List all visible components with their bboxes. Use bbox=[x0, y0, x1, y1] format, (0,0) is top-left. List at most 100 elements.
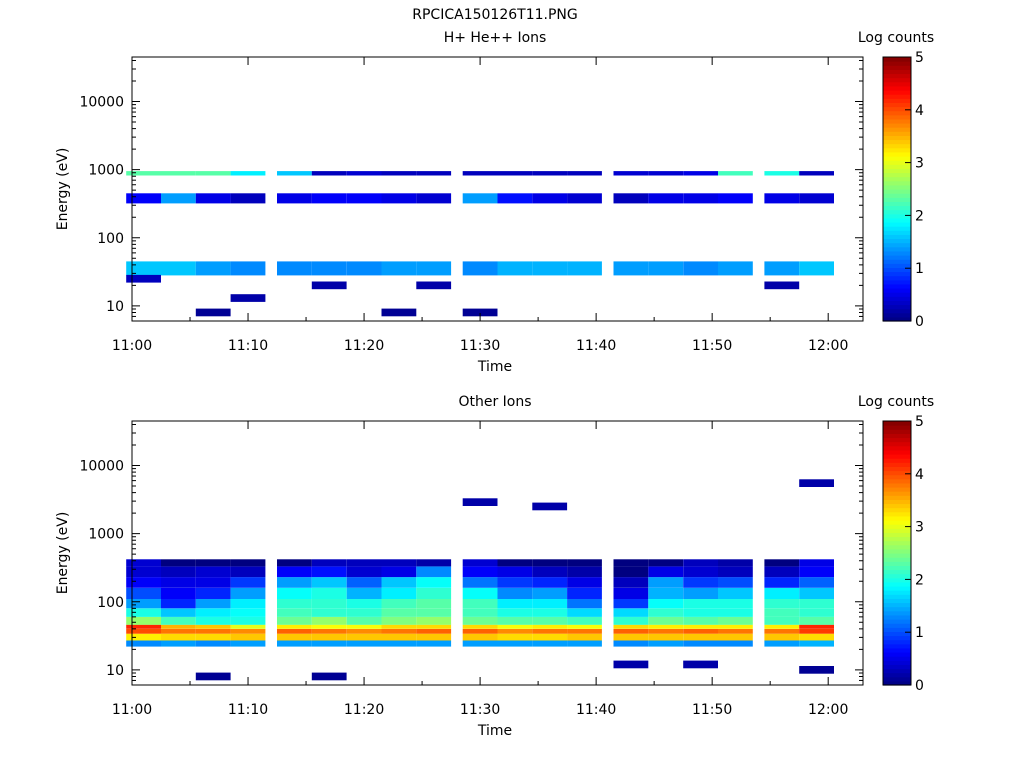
heatmap-cell bbox=[195, 598, 231, 609]
colorbar-swatch bbox=[883, 242, 911, 248]
heatmap-hit bbox=[311, 281, 347, 290]
heatmap-cell bbox=[532, 587, 568, 599]
heatmap-cell bbox=[497, 624, 533, 629]
x-tick-label: 11:10 bbox=[228, 702, 268, 718]
heatmap-cell bbox=[161, 608, 196, 617]
heatmap-cell bbox=[195, 587, 231, 599]
heatmap-cell bbox=[532, 640, 568, 647]
heatmap-cell bbox=[567, 261, 602, 276]
heatmap-cell bbox=[718, 193, 753, 204]
heatmap-cell bbox=[126, 598, 161, 609]
heatmap-cell bbox=[311, 640, 347, 647]
x-axis-label: Time bbox=[477, 359, 512, 375]
heatmap-cell bbox=[497, 171, 533, 176]
colorbar-swatch bbox=[883, 487, 911, 492]
colorbar-swatch bbox=[883, 528, 911, 533]
colorbar-swatch bbox=[883, 536, 911, 542]
heatmap-cell bbox=[277, 171, 312, 176]
colorbar-swatch bbox=[883, 230, 911, 235]
heatmap-cell bbox=[126, 608, 161, 617]
colorbar-swatch bbox=[883, 246, 911, 252]
heatmap-cell bbox=[683, 171, 718, 176]
heatmap-cell bbox=[764, 193, 800, 204]
heatmap-cell bbox=[381, 559, 417, 567]
heatmap-cell bbox=[683, 261, 718, 276]
heatmap-cell bbox=[567, 628, 602, 634]
heatmap-cell bbox=[718, 261, 753, 276]
heatmap-cell bbox=[416, 640, 452, 647]
colorbar-tick-label: 3 bbox=[915, 156, 924, 172]
colorbar-swatch bbox=[883, 110, 911, 116]
colorbar-swatch bbox=[883, 73, 911, 79]
heatmap-cell bbox=[161, 587, 196, 599]
heatmap-cell bbox=[567, 640, 602, 647]
heatmap-cell bbox=[161, 633, 196, 641]
heatmap-cell bbox=[532, 566, 568, 578]
heatmap-cell bbox=[718, 616, 753, 625]
heatmap-cell bbox=[462, 640, 498, 647]
heatmap-cell bbox=[462, 628, 498, 634]
heatmap-hit bbox=[462, 308, 498, 317]
colorbar-swatch bbox=[883, 672, 911, 678]
heatmap-cell bbox=[416, 171, 452, 176]
heatmap-cell bbox=[462, 566, 498, 578]
colorbar-swatch bbox=[883, 213, 911, 219]
colorbar-swatch bbox=[883, 586, 911, 591]
colorbar-swatch bbox=[883, 569, 911, 575]
colorbar-swatch bbox=[883, 437, 911, 443]
heatmap-cell bbox=[346, 566, 382, 578]
heatmap-cell bbox=[161, 640, 196, 647]
heatmap-cell bbox=[683, 577, 718, 588]
heatmap-cell bbox=[161, 193, 196, 204]
heatmap-cell bbox=[799, 193, 834, 204]
heatmap-cell bbox=[648, 566, 684, 578]
panel-bottom: Other Ions Log counts 11:00 11:10 11:20 11:… bbox=[55, 394, 934, 739]
panel-top: H+ He++ Ions Log counts 11:00 11:10 11:20 1… bbox=[55, 30, 934, 375]
heatmap-cell bbox=[416, 566, 452, 578]
heatmap-cell bbox=[497, 640, 533, 647]
heatmap-cell bbox=[416, 628, 452, 634]
colorbar-swatch bbox=[883, 548, 911, 554]
x-tick-label: 11:20 bbox=[344, 702, 384, 718]
heatmap-cell bbox=[799, 628, 834, 634]
heatmap-cell bbox=[195, 577, 231, 588]
plot-frame bbox=[131, 420, 864, 686]
colorbar-tick-label: 4 bbox=[915, 467, 924, 483]
colorbar-swatch bbox=[883, 664, 911, 670]
heatmap-cell bbox=[416, 261, 452, 276]
heatmap-cell bbox=[195, 633, 231, 641]
heatmap-cell bbox=[311, 566, 347, 578]
heatmap-cell bbox=[311, 171, 347, 176]
x-tick-label: 11:50 bbox=[692, 702, 732, 718]
heatmap-cell bbox=[416, 633, 452, 641]
heatmap-cell bbox=[126, 577, 161, 588]
heatmap-cell bbox=[718, 587, 753, 599]
heatmap-cell bbox=[799, 577, 834, 588]
heatmap-cell bbox=[416, 616, 452, 625]
colorbar-tick-label: 5 bbox=[915, 414, 924, 430]
colorbar-swatch bbox=[883, 222, 911, 227]
heatmap-cell bbox=[311, 616, 347, 625]
heatmap-cell bbox=[195, 261, 231, 276]
heatmap-cell bbox=[195, 616, 231, 625]
colorbar-swatch bbox=[883, 429, 911, 434]
colorbar-swatch bbox=[883, 491, 911, 496]
colorbar-swatch bbox=[883, 61, 911, 66]
heatmap-cell bbox=[230, 587, 266, 599]
heatmap-cell bbox=[683, 608, 718, 617]
heatmap-cell bbox=[462, 559, 498, 567]
heatmap-cell bbox=[277, 640, 312, 647]
colorbar-swatch bbox=[883, 478, 911, 484]
heatmap-cell bbox=[277, 577, 312, 588]
heatmap-cell bbox=[346, 633, 382, 641]
colorbar-swatch bbox=[883, 676, 911, 682]
heatmap-cell bbox=[567, 624, 602, 629]
heatmap-cell bbox=[277, 628, 312, 634]
heatmap-cell bbox=[126, 171, 161, 176]
heatmap-cell bbox=[799, 559, 834, 567]
heatmap-cell bbox=[567, 171, 602, 176]
heatmap-cell bbox=[648, 577, 684, 588]
heatmap-cell bbox=[381, 171, 417, 176]
heatmap-cell bbox=[161, 559, 196, 567]
x-tick-label: 12:00 bbox=[808, 338, 848, 354]
